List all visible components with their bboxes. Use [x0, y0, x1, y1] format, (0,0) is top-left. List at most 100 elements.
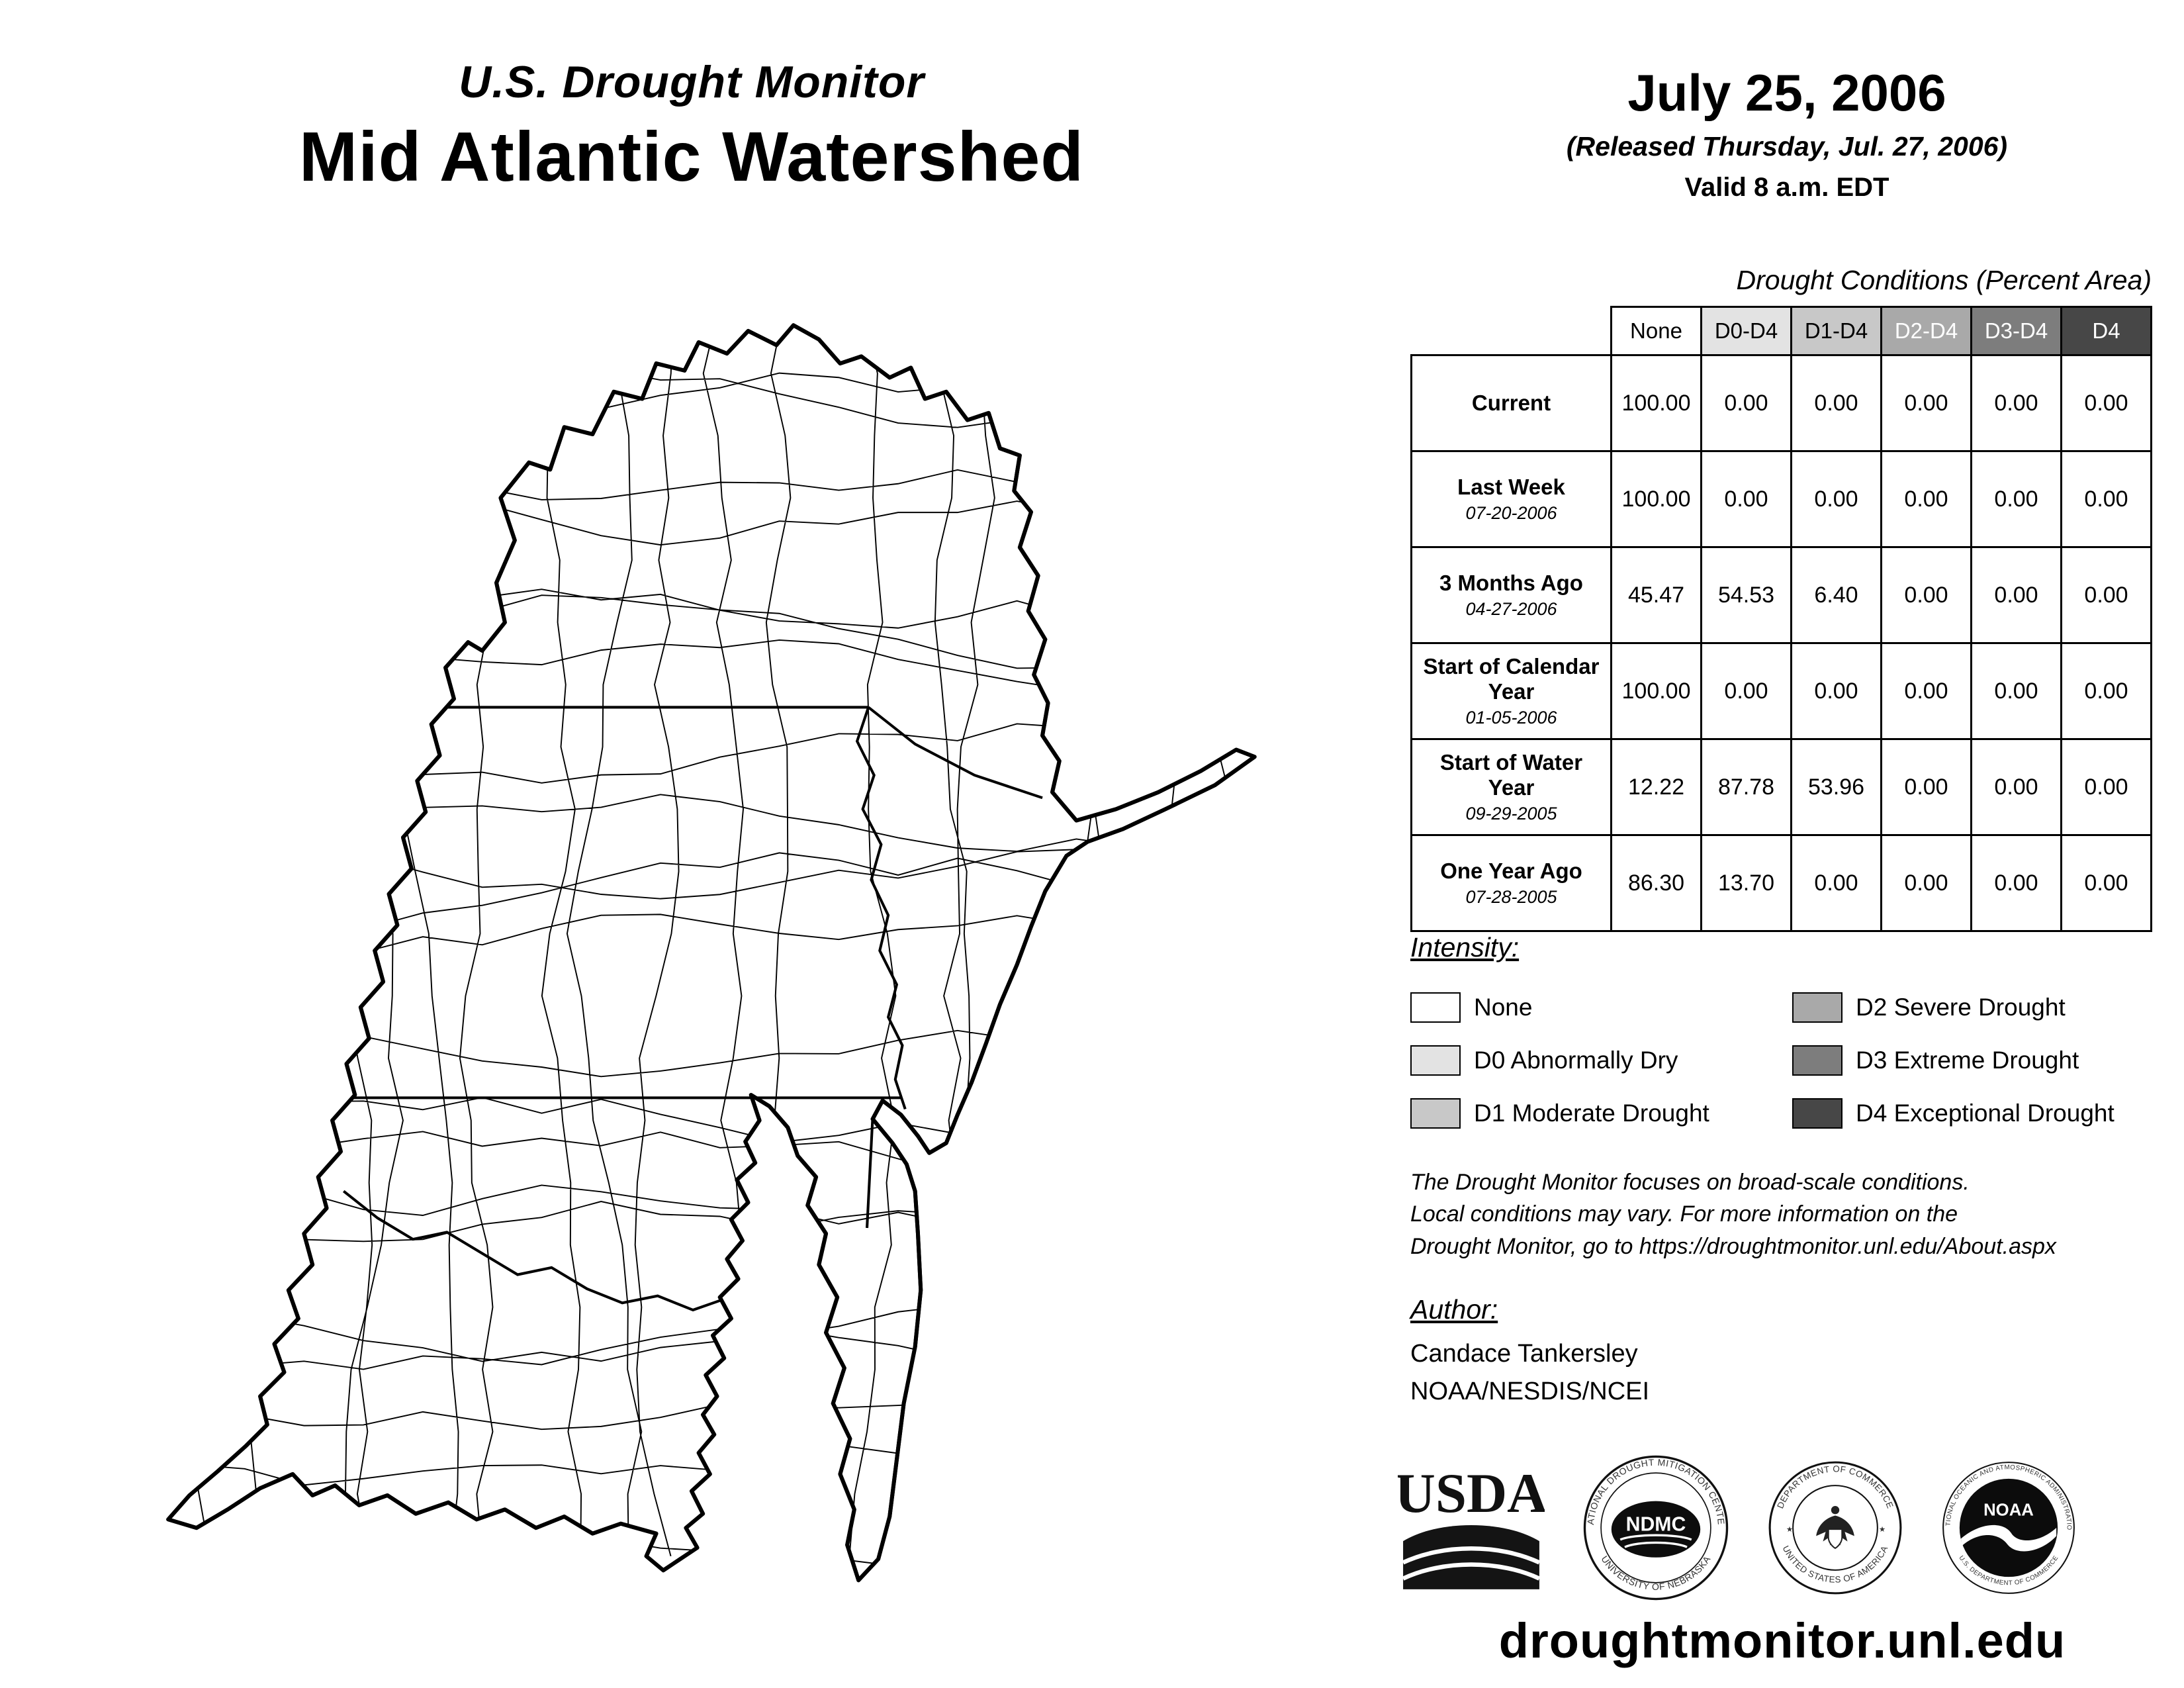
legend-label: D1 Moderate Drought — [1474, 1100, 1709, 1127]
row-label-text: Current — [1471, 391, 1551, 416]
table-title: Drought Conditions (Percent Area) — [1736, 265, 2152, 295]
row-label-text: 3 Months Ago — [1439, 571, 1583, 596]
cell: 0.00 — [2060, 546, 2152, 644]
released-date: (Released Thursday, Jul. 27, 2006) — [1566, 131, 2008, 162]
legend-label: None — [1474, 994, 1533, 1021]
cell: 0.00 — [1880, 834, 1972, 932]
row-label: One Year Ago 07-28-2005 — [1410, 834, 1612, 932]
cell: 6.40 — [1790, 546, 1882, 644]
row-label-text: Start of Calendar Year — [1423, 654, 1600, 704]
row-label-date: 04-27-2006 — [1465, 598, 1557, 619]
svg-text:★: ★ — [1879, 1526, 1886, 1534]
col-header-none: None — [1610, 306, 1702, 356]
cell: 0.00 — [1700, 450, 1792, 548]
col-header-d4: D4 — [2060, 306, 2152, 356]
legend-item-d0: D0 Abnormally Dry — [1410, 1045, 1792, 1076]
author-org: NOAA/NESDIS/NCEI — [1410, 1378, 1650, 1405]
date-block: July 25, 2006 (Released Thursday, Jul. 2… — [1416, 63, 2158, 203]
cell: 0.00 — [1790, 642, 1882, 740]
row-label: Last Week 07-20-2006 — [1410, 450, 1612, 548]
table-row-current: Current 100.00 0.00 0.00 0.00 0.00 0.00 — [1410, 354, 2152, 452]
legend-item-d3: D3 Extreme Drought — [1792, 1045, 2165, 1076]
usda-logo: USDA — [1398, 1458, 1545, 1597]
cell: 86.30 — [1610, 834, 1702, 932]
table-row-start-water-year: Start of Water Year 09-29-2005 12.22 87.… — [1410, 738, 2152, 836]
cell: 0.00 — [1970, 834, 2062, 932]
legend-swatch-d4 — [1792, 1098, 1843, 1129]
legend-swatch-d0 — [1410, 1045, 1461, 1076]
cell: 0.00 — [1970, 546, 2062, 644]
footer-url: droughtmonitor.unl.edu — [1498, 1613, 2066, 1668]
table-row-last-week: Last Week 07-20-2006 100.00 0.00 0.00 0.… — [1410, 450, 2152, 548]
ndmc-logo: NATIONAL DROUGHT MITIGATION CENTER UNIVE… — [1582, 1454, 1730, 1602]
legend-label: D2 Severe Drought — [1856, 994, 2066, 1021]
title-block: U.S. Drought Monitor Mid Atlantic Waters… — [126, 56, 1257, 197]
drought-conditions-table: None D0-D4 D1-D4 D2-D4 D3-D4 D4 Current … — [1410, 306, 2152, 932]
disclaimer: The Drought Monitor focuses on broad-sca… — [1410, 1166, 2056, 1262]
author-block: Author: Candace Tankersley NOAA/NESDIS/N… — [1410, 1294, 1649, 1406]
cell: 87.78 — [1700, 738, 1792, 836]
region-title: Mid Atlantic Watershed — [298, 118, 1085, 196]
row-label-date: 09-29-2005 — [1465, 803, 1557, 823]
cell: 0.00 — [1700, 642, 1792, 740]
row-label: 3 Months Ago 04-27-2006 — [1410, 546, 1612, 644]
intensity-legend: None D0 Abnormally Dry D1 Moderate Droug… — [1410, 981, 2165, 1140]
cell: 0.00 — [1880, 642, 1972, 740]
cell: 0.00 — [1970, 354, 2062, 452]
row-label-text: Start of Water Year — [1439, 750, 1583, 800]
program-title: U.S. Drought Monitor — [459, 57, 925, 107]
disclaimer-line: The Drought Monitor focuses on broad-sca… — [1410, 1170, 1970, 1195]
svg-text:★: ★ — [1786, 1526, 1793, 1534]
table-header-row: None D0-D4 D1-D4 D2-D4 D3-D4 D4 — [1411, 306, 2152, 356]
author-heading: Author: — [1410, 1294, 1498, 1325]
report-date: July 25, 2006 — [1627, 64, 1946, 122]
watershed-outline — [166, 323, 1257, 1583]
row-label: Start of Water Year 09-29-2005 — [1410, 738, 1612, 836]
table-row-one-year-ago: One Year Ago 07-28-2005 86.30 13.70 0.00… — [1410, 834, 2152, 932]
cell: 53.96 — [1790, 738, 1882, 836]
cell: 0.00 — [1700, 354, 1792, 452]
table-row-3-months-ago: 3 Months Ago 04-27-2006 45.47 54.53 6.40… — [1410, 546, 2152, 644]
legend-item-d2: D2 Severe Drought — [1792, 992, 2165, 1023]
row-label-date: 01-05-2006 — [1465, 707, 1557, 727]
cell: 0.00 — [1790, 450, 1882, 548]
mid-atlantic-watershed-map — [166, 323, 1257, 1583]
legend-swatch-d3 — [1792, 1045, 1843, 1076]
cell: 0.00 — [2060, 738, 2152, 836]
row-label-date: 07-20-2006 — [1465, 502, 1557, 523]
table-row-start-calendar-year: Start of Calendar Year 01-05-2006 100.00… — [1410, 642, 2152, 740]
cell: 0.00 — [1790, 354, 1882, 452]
legend-item-d1: D1 Moderate Drought — [1410, 1098, 1792, 1129]
cell: 45.47 — [1610, 546, 1702, 644]
col-header-d0d4: D0-D4 — [1700, 306, 1792, 356]
legend-label: D4 Exceptional Drought — [1856, 1100, 2115, 1127]
row-label: Start of Calendar Year 01-05-2006 — [1410, 642, 1612, 740]
cell: 100.00 — [1610, 642, 1702, 740]
noaa-logo: NATIONAL OCEANIC AND ATMOSPHERIC ADMINIS… — [1940, 1460, 2077, 1596]
cell: 0.00 — [2060, 834, 2152, 932]
legend-item-none: None — [1410, 992, 1792, 1023]
col-header-d1d4: D1-D4 — [1790, 306, 1882, 356]
cell: 0.00 — [1970, 450, 2062, 548]
cell: 13.70 — [1700, 834, 1792, 932]
watershed-outline-stroke — [166, 323, 1257, 1583]
cell: 0.00 — [1880, 546, 1972, 644]
cell: 100.00 — [1610, 450, 1702, 548]
legend-swatch-d1 — [1410, 1098, 1461, 1129]
row-label: Current — [1410, 354, 1612, 452]
cell: 0.00 — [2060, 450, 2152, 548]
department-of-commerce-seal: DEPARTMENT OF COMMERCE UNITED STATES OF … — [1767, 1460, 1903, 1596]
legend-item-d4: D4 Exceptional Drought — [1792, 1098, 2165, 1129]
cell: 0.00 — [2060, 354, 2152, 452]
legend-label: D3 Extreme Drought — [1856, 1047, 2079, 1074]
ndmc-center-text: NDMC — [1626, 1513, 1686, 1535]
cell: 100.00 — [1610, 354, 1702, 452]
disclaimer-line: Local conditions may vary. For more info… — [1410, 1201, 1958, 1227]
agency-logos: USDA NATIONAL DROUGHT MITIGATION CENTER … — [1398, 1454, 2077, 1602]
table-corner-cell — [1411, 306, 1612, 355]
row-label-text: One Year Ago — [1440, 859, 1582, 884]
cell: 0.00 — [1970, 738, 2062, 836]
disclaimer-line: Drought Monitor, go to https://droughtmo… — [1410, 1233, 2056, 1259]
author-name: Candace Tankersley — [1410, 1340, 1638, 1368]
